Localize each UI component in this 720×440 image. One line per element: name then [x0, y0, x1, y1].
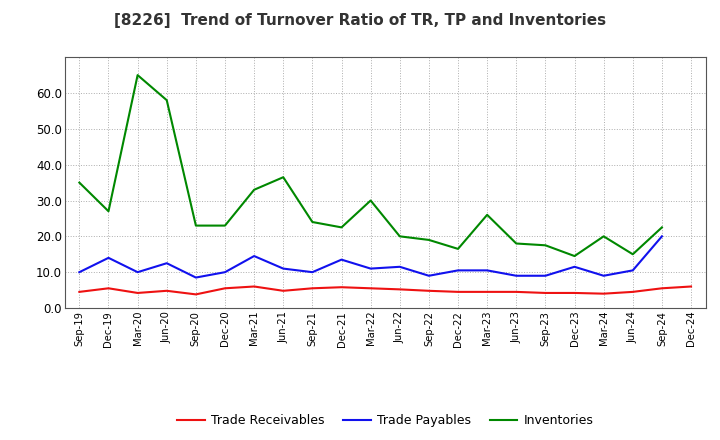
Trade Receivables: [104, 286, 113, 291]
Trade Payables: [250, 253, 258, 259]
Trade Receivables: [687, 284, 696, 289]
Line: Trade Payables: Trade Payables: [79, 236, 662, 278]
Trade Payables: [395, 264, 404, 269]
Inventories: [541, 243, 550, 248]
Trade Payables: [220, 270, 229, 275]
Trade Receivables: [308, 286, 317, 291]
Inventories: [308, 220, 317, 225]
Trade Receivables: [366, 286, 375, 291]
Trade Receivables: [75, 289, 84, 294]
Trade Receivables: [163, 288, 171, 293]
Inventories: [279, 175, 287, 180]
Trade Payables: [192, 275, 200, 280]
Trade Receivables: [133, 290, 142, 296]
Trade Receivables: [395, 287, 404, 292]
Inventories: [657, 225, 666, 230]
Trade Payables: [454, 268, 462, 273]
Inventories: [425, 237, 433, 242]
Inventories: [483, 212, 492, 217]
Trade Receivables: [483, 289, 492, 294]
Trade Payables: [75, 270, 84, 275]
Trade Payables: [570, 264, 579, 269]
Trade Receivables: [599, 291, 608, 296]
Inventories: [570, 253, 579, 259]
Inventories: [220, 223, 229, 228]
Trade Receivables: [541, 290, 550, 296]
Inventories: [512, 241, 521, 246]
Line: Inventories: Inventories: [79, 75, 662, 256]
Trade Receivables: [425, 288, 433, 293]
Trade Receivables: [337, 285, 346, 290]
Trade Payables: [541, 273, 550, 279]
Inventories: [250, 187, 258, 192]
Trade Payables: [483, 268, 492, 273]
Trade Payables: [337, 257, 346, 262]
Inventories: [454, 246, 462, 252]
Trade Payables: [163, 260, 171, 266]
Inventories: [133, 73, 142, 78]
Trade Payables: [657, 234, 666, 239]
Trade Receivables: [512, 289, 521, 294]
Text: [8226]  Trend of Turnover Ratio of TR, TP and Inventories: [8226] Trend of Turnover Ratio of TR, TP…: [114, 13, 606, 28]
Trade Payables: [425, 273, 433, 279]
Trade Receivables: [454, 289, 462, 294]
Inventories: [599, 234, 608, 239]
Trade Receivables: [192, 292, 200, 297]
Trade Payables: [366, 266, 375, 271]
Trade Payables: [104, 255, 113, 260]
Trade Receivables: [279, 288, 287, 293]
Trade Payables: [279, 266, 287, 271]
Line: Trade Receivables: Trade Receivables: [79, 286, 691, 294]
Inventories: [192, 223, 200, 228]
Trade Payables: [629, 268, 637, 273]
Trade Receivables: [250, 284, 258, 289]
Trade Receivables: [657, 286, 666, 291]
Inventories: [629, 252, 637, 257]
Trade Payables: [308, 270, 317, 275]
Trade Payables: [133, 270, 142, 275]
Trade Payables: [599, 273, 608, 279]
Inventories: [366, 198, 375, 203]
Trade Receivables: [570, 290, 579, 296]
Inventories: [395, 234, 404, 239]
Legend: Trade Receivables, Trade Payables, Inventories: Trade Receivables, Trade Payables, Inven…: [172, 409, 598, 432]
Inventories: [104, 209, 113, 214]
Trade Receivables: [629, 289, 637, 294]
Trade Payables: [512, 273, 521, 279]
Inventories: [75, 180, 84, 185]
Inventories: [337, 225, 346, 230]
Trade Receivables: [220, 286, 229, 291]
Inventories: [163, 98, 171, 103]
